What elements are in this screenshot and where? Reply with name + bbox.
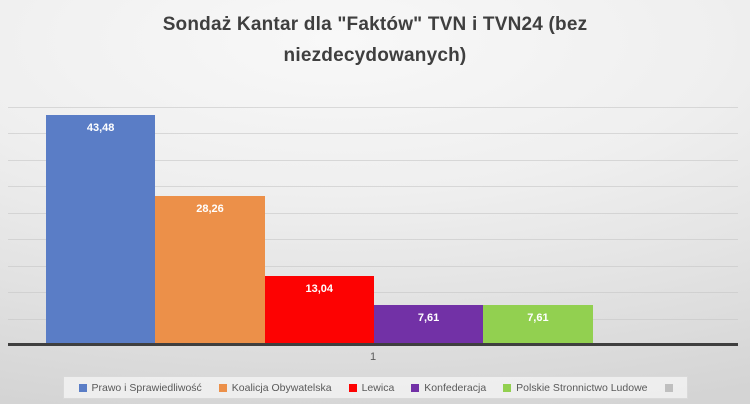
bar-2: 28,26: [155, 195, 265, 345]
bar-value-label: 43,48: [86, 122, 115, 135]
legend-item: Polskie Stronnictwo Ludowe: [503, 381, 648, 394]
gridline: [8, 159, 738, 161]
legend-item: [664, 383, 673, 392]
legend-item: Koalicja Obywatelska: [218, 381, 332, 394]
legend-label: Prawo i Sprawiedliwość: [91, 381, 202, 394]
bar-value-label: 13,04: [305, 283, 334, 296]
legend-item: Konfederacja: [411, 382, 486, 394]
gridline: [8, 133, 738, 135]
legend-swatch-icon: [411, 383, 420, 392]
gridline: [8, 212, 738, 214]
x-axis-line: [8, 343, 738, 346]
gridline: [8, 186, 738, 188]
legend-item: Lewica: [348, 381, 395, 394]
bar-5: 7,61: [483, 304, 593, 345]
bar-value-label: 7,61: [417, 311, 440, 324]
legend-swatch-icon: [664, 383, 673, 392]
bar-value-label: 28,26: [196, 202, 224, 215]
legend-label: Koalicja Obywatelska: [231, 381, 332, 394]
gridline: [8, 265, 738, 267]
bar-value-label: 7,61: [527, 311, 549, 324]
legend-label: Lewica: [361, 381, 395, 394]
legend-label: Polskie Stronnictwo Ludowe: [516, 381, 648, 394]
gridline: [8, 107, 738, 108]
legend-swatch-icon: [503, 383, 512, 392]
category-label: 1: [369, 351, 377, 363]
legend-item: Prawo i Sprawiedliwość: [78, 381, 202, 394]
legend: Prawo i Sprawiedliwość Koalicja Obywatels…: [63, 376, 688, 399]
plot-area: 43,48 28,26 13,04 7,61 7,61: [8, 107, 738, 345]
bar-3: 13,04: [264, 276, 374, 345]
legend-swatch-icon: [348, 383, 357, 392]
legend-swatch-icon: [78, 383, 87, 392]
legend-swatch-icon: [218, 383, 227, 392]
bar-1: 43,48: [46, 115, 156, 345]
gridline: [8, 239, 738, 241]
legend-label: Konfederacja: [424, 381, 487, 394]
bar-4: 7,61: [373, 304, 484, 345]
chart-title: Sondaż Kantar dla "Faktów" TVN i TVN24 (…: [162, 14, 588, 66]
